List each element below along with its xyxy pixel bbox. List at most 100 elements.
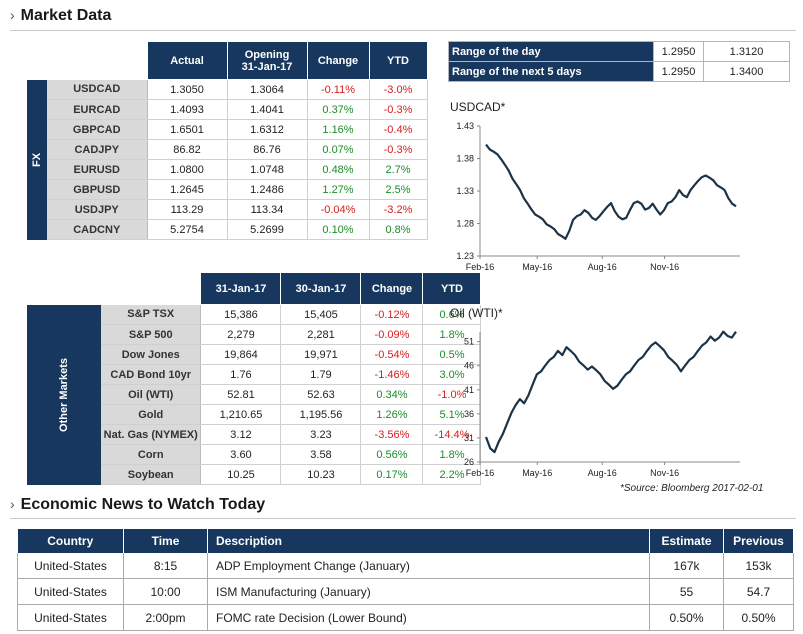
other-markets-table: 31-Jan-17 30-Jan-17 Change YTD Other Mar…: [27, 272, 482, 485]
chevron-right-icon: ›: [10, 7, 15, 23]
row-label: Nat. Gas (NYMEX): [100, 424, 202, 445]
other-header-date2: 30-Jan-17: [280, 272, 362, 305]
divider: [10, 518, 796, 519]
row-label: GBPCAD: [47, 119, 148, 140]
news-time: 2:00pm: [123, 604, 208, 631]
table-row: Gold 1,210.65 1,195.56 1.26% 5.1%: [27, 404, 482, 425]
table-row: FX USDCAD 1.3050 1.3064 -0.11% -3.0%: [27, 79, 428, 240]
news-description: ISM Manufacturing (January): [207, 578, 650, 605]
divider: [10, 30, 796, 31]
news-estimate: 167k: [649, 553, 724, 579]
chevron-right-icon: ›: [10, 496, 15, 512]
opening-value: 5.2699: [227, 219, 308, 240]
change-value: 0.48%: [307, 159, 370, 180]
table-row: S&P 500 2,279 2,281 -0.09% 1.8%: [27, 324, 482, 345]
opening-value: 1.6312: [227, 119, 308, 140]
other-header-date1: 31-Jan-17: [200, 272, 282, 305]
x-tick-label: Nov-16: [650, 262, 679, 272]
current-value: 3.12: [200, 424, 282, 445]
series-line: [484, 330, 737, 454]
ytd-value: -0.4%: [369, 119, 428, 140]
change-value: -0.11%: [307, 79, 370, 100]
oil-chart-title: Oil (WTI)*: [450, 306, 503, 320]
series-line: [485, 143, 737, 240]
x-tick-label: Aug-16: [588, 262, 617, 272]
table-row: Dow Jones 19,864 19,971 -0.54% 0.5%: [27, 344, 482, 365]
news-estimate: 0.50%: [649, 604, 724, 631]
market-data-title: › Market Data: [10, 7, 112, 24]
current-value: 1,210.65: [200, 404, 282, 425]
news-country: United-States: [17, 604, 124, 631]
row-label: CADJPY: [47, 139, 148, 160]
news-country: United-States: [17, 578, 124, 605]
news-previous: 0.50%: [723, 604, 794, 631]
opening-value: 86.76: [227, 139, 308, 160]
news-country: United-States: [17, 553, 124, 579]
actual-value: 86.82: [147, 139, 228, 160]
range-high: 1.3400: [703, 61, 790, 82]
x-tick-label: Nov-16: [650, 468, 679, 478]
x-tick-label: May-16: [522, 262, 552, 272]
change-value: 1.27%: [307, 179, 370, 200]
fx-header-change: Change: [306, 41, 370, 80]
news-estimate: 55: [649, 578, 724, 605]
fx-header-actual: Actual: [146, 41, 228, 80]
row-label: Dow Jones: [100, 344, 202, 365]
range-label: Range of the day: [448, 41, 654, 62]
current-value: 15,386: [200, 304, 282, 325]
change-value: -3.56%: [360, 424, 424, 445]
actual-value: 1.2645: [147, 179, 228, 200]
current-value: 2,279: [200, 324, 282, 345]
fx-header-ytd: YTD: [368, 41, 428, 80]
y-tick-label: 51: [464, 337, 474, 347]
other-sidebar-label: Other Markets: [27, 304, 101, 485]
row-label: CADCNY: [47, 219, 148, 240]
ytd-value: 2.2%: [422, 464, 482, 485]
table-row: Corn 3.60 3.58 0.56% 1.8%: [27, 444, 482, 465]
ytd-value: -1.0%: [422, 384, 482, 405]
news-previous: 54.7: [723, 578, 794, 605]
row-label: CAD Bond 10yr: [100, 364, 202, 385]
other-header-change: Change: [360, 272, 424, 305]
fx-sidebar-label: FX: [27, 79, 47, 240]
ytd-value: 5.1%: [422, 404, 482, 425]
row-label: EURUSD: [47, 159, 148, 180]
table-row: EURUSD 1.0800 1.0748 0.48% 2.7%: [27, 159, 428, 180]
table-row: GBPUSD 1.2645 1.2486 1.27% 2.5%: [27, 179, 428, 200]
y-tick-label: 41: [464, 385, 474, 395]
y-tick-label: 1.28: [456, 219, 474, 229]
ytd-value: -0.3%: [369, 99, 428, 120]
actual-value: 1.0800: [147, 159, 228, 180]
table-row: CADCNY 5.2754 5.2699 0.10% 0.8%: [27, 219, 428, 240]
news-description: FOMC rate Decision (Lower Bound): [207, 604, 650, 631]
range-low: 1.2950: [653, 61, 704, 82]
range-label: Range of the next 5 days: [448, 61, 654, 82]
y-tick-label: 26: [464, 457, 474, 467]
table-row: CADJPY 86.82 86.76 0.07% -0.3%: [27, 139, 428, 160]
news-time: 8:15: [123, 553, 208, 579]
actual-value: 1.3050: [147, 79, 228, 100]
row-label: Gold: [100, 404, 202, 425]
news-header-country: Country: [17, 529, 124, 553]
news-table: Country Time Description Estimate Previo…: [17, 529, 794, 631]
x-tick-label: May-16: [522, 468, 552, 478]
change-value: -0.12%: [360, 304, 424, 325]
news-header-time: Time: [123, 529, 208, 553]
previous-value: 52.63: [280, 384, 362, 405]
opening-value: 1.2486: [227, 179, 308, 200]
change-value: -0.04%: [307, 199, 370, 220]
other-header-ytd: YTD: [422, 272, 482, 305]
change-value: 0.17%: [360, 464, 424, 485]
opening-value: 1.0748: [227, 159, 308, 180]
table-row: United-States 2:00pm FOMC rate Decision (L…: [17, 604, 794, 631]
row-label: Soybean: [100, 464, 202, 485]
current-value: 1.76: [200, 364, 282, 385]
change-value: -0.54%: [360, 344, 424, 365]
usdcad-chart-title: USDCAD*: [450, 100, 506, 114]
ytd-value: -14.4%: [422, 424, 482, 445]
x-tick-label: Aug-16: [588, 468, 617, 478]
y-tick-label: 46: [464, 361, 474, 371]
row-label: USDCAD: [47, 79, 148, 100]
opening-value: 113.34: [227, 199, 308, 220]
